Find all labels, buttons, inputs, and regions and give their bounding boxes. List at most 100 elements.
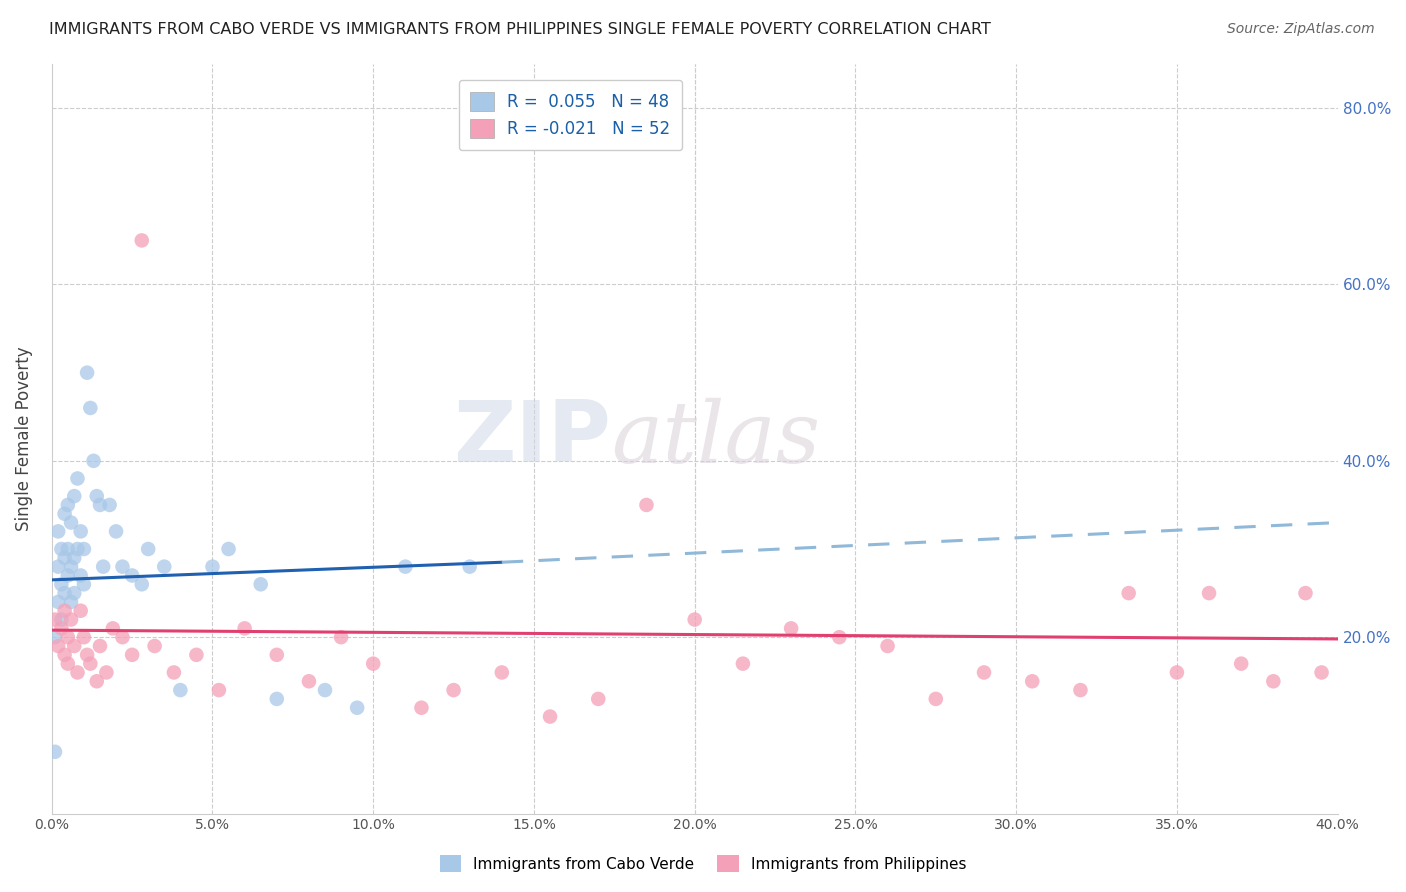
Point — [346, 700, 368, 714]
Point — [1021, 674, 1043, 689]
Point — [636, 498, 658, 512]
Point — [63, 586, 86, 600]
Point — [46, 595, 69, 609]
Point — [266, 692, 288, 706]
Point — [1166, 665, 1188, 680]
Point — [233, 621, 256, 635]
Point — [163, 665, 186, 680]
Point — [86, 674, 108, 689]
Point — [1198, 586, 1220, 600]
Point — [56, 657, 79, 671]
Point — [249, 577, 271, 591]
Point — [131, 234, 153, 248]
Point — [111, 630, 134, 644]
Point — [136, 541, 159, 556]
Point — [89, 498, 111, 512]
Point — [266, 648, 288, 662]
Point — [731, 657, 754, 671]
Point — [56, 630, 79, 644]
Point — [66, 471, 89, 485]
Point — [1069, 683, 1091, 698]
Point — [330, 630, 353, 644]
Point — [89, 639, 111, 653]
Point — [69, 568, 91, 582]
Y-axis label: Single Female Poverty: Single Female Poverty — [15, 346, 32, 531]
Point — [66, 541, 89, 556]
Point — [66, 665, 89, 680]
Text: Source: ZipAtlas.com: Source: ZipAtlas.com — [1227, 22, 1375, 37]
Point — [169, 683, 191, 698]
Point — [208, 683, 231, 698]
Point — [111, 559, 134, 574]
Point — [51, 613, 73, 627]
Point — [51, 621, 73, 635]
Point — [201, 559, 224, 574]
Point — [443, 683, 465, 698]
Point — [153, 559, 176, 574]
Point — [91, 559, 114, 574]
Point — [973, 665, 995, 680]
Point — [56, 568, 79, 582]
Point — [98, 498, 121, 512]
Point — [56, 498, 79, 512]
Point — [394, 559, 416, 574]
Point — [60, 595, 83, 609]
Point — [46, 639, 69, 653]
Point — [79, 401, 101, 415]
Legend: Immigrants from Cabo Verde, Immigrants from Philippines: Immigrants from Cabo Verde, Immigrants f… — [432, 847, 974, 880]
Point — [101, 621, 124, 635]
Point — [73, 630, 96, 644]
Point — [44, 630, 66, 644]
Point — [186, 648, 208, 662]
Point — [1118, 586, 1140, 600]
Point — [538, 709, 561, 723]
Point — [53, 604, 76, 618]
Point — [298, 674, 321, 689]
Point — [73, 541, 96, 556]
Point — [86, 489, 108, 503]
Point — [121, 568, 143, 582]
Point — [51, 541, 73, 556]
Point — [63, 639, 86, 653]
Point — [131, 577, 153, 591]
Point — [60, 559, 83, 574]
Point — [1310, 665, 1333, 680]
Point — [73, 577, 96, 591]
Text: ZIP: ZIP — [453, 397, 612, 480]
Point — [76, 648, 98, 662]
Point — [46, 524, 69, 539]
Point — [361, 657, 384, 671]
Point — [780, 621, 803, 635]
Point — [44, 613, 66, 627]
Point — [69, 604, 91, 618]
Point — [53, 550, 76, 565]
Point — [83, 454, 105, 468]
Point — [143, 639, 166, 653]
Point — [218, 541, 240, 556]
Point — [60, 613, 83, 627]
Point — [53, 648, 76, 662]
Point — [63, 489, 86, 503]
Text: IMMIGRANTS FROM CABO VERDE VS IMMIGRANTS FROM PHILIPPINES SINGLE FEMALE POVERTY : IMMIGRANTS FROM CABO VERDE VS IMMIGRANTS… — [49, 22, 991, 37]
Point — [69, 524, 91, 539]
Point — [683, 613, 706, 627]
Point — [411, 700, 433, 714]
Point — [79, 657, 101, 671]
Point — [44, 745, 66, 759]
Point — [121, 648, 143, 662]
Point — [458, 559, 481, 574]
Point — [925, 692, 948, 706]
Point — [1295, 586, 1317, 600]
Point — [314, 683, 336, 698]
Point — [105, 524, 128, 539]
Point — [56, 541, 79, 556]
Point — [60, 516, 83, 530]
Point — [1230, 657, 1253, 671]
Text: atlas: atlas — [612, 398, 820, 480]
Point — [876, 639, 898, 653]
Point — [46, 559, 69, 574]
Point — [586, 692, 609, 706]
Point — [1263, 674, 1285, 689]
Point — [828, 630, 851, 644]
Point — [96, 665, 118, 680]
